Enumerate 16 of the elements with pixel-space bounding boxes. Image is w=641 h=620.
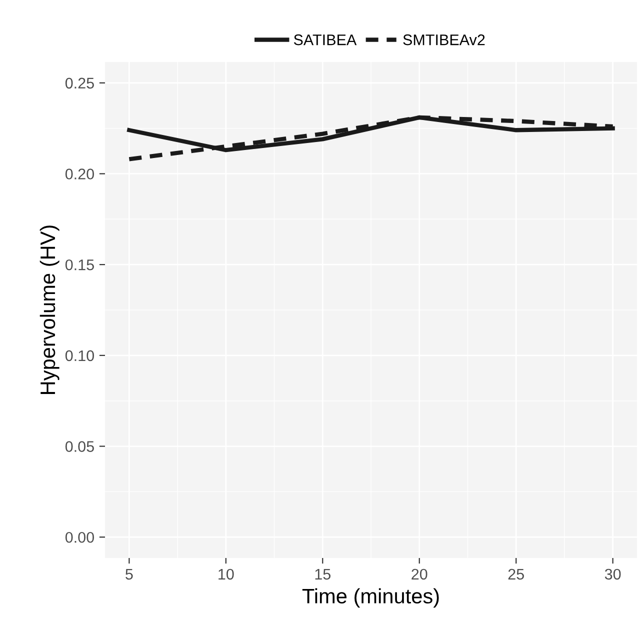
x-tick-label: 25: [508, 568, 524, 580]
y-tick-label: 0.05: [65, 441, 94, 452]
y-tick-label: 0.20: [65, 168, 94, 180]
y-tick-label: 0.00: [65, 532, 94, 543]
y-tick-label: 0.10: [65, 350, 94, 362]
legend-label: SATIBEA: [294, 34, 357, 46]
x-tick-label: 30: [604, 568, 621, 580]
x-tick-label: 20: [412, 568, 428, 580]
x-tick-label: 5: [126, 568, 133, 580]
x-axis-title: Time (minutes): [302, 588, 439, 608]
x-tick-label: 10: [218, 568, 234, 580]
x-tick-label: 15: [315, 568, 330, 580]
y-tick-label: 0.25: [65, 78, 94, 89]
y-tick-label: 0.15: [65, 259, 94, 270]
y-axis-title: Hypervolume (HV): [40, 226, 60, 394]
legend-label: SMTIBEAv2: [403, 34, 485, 46]
